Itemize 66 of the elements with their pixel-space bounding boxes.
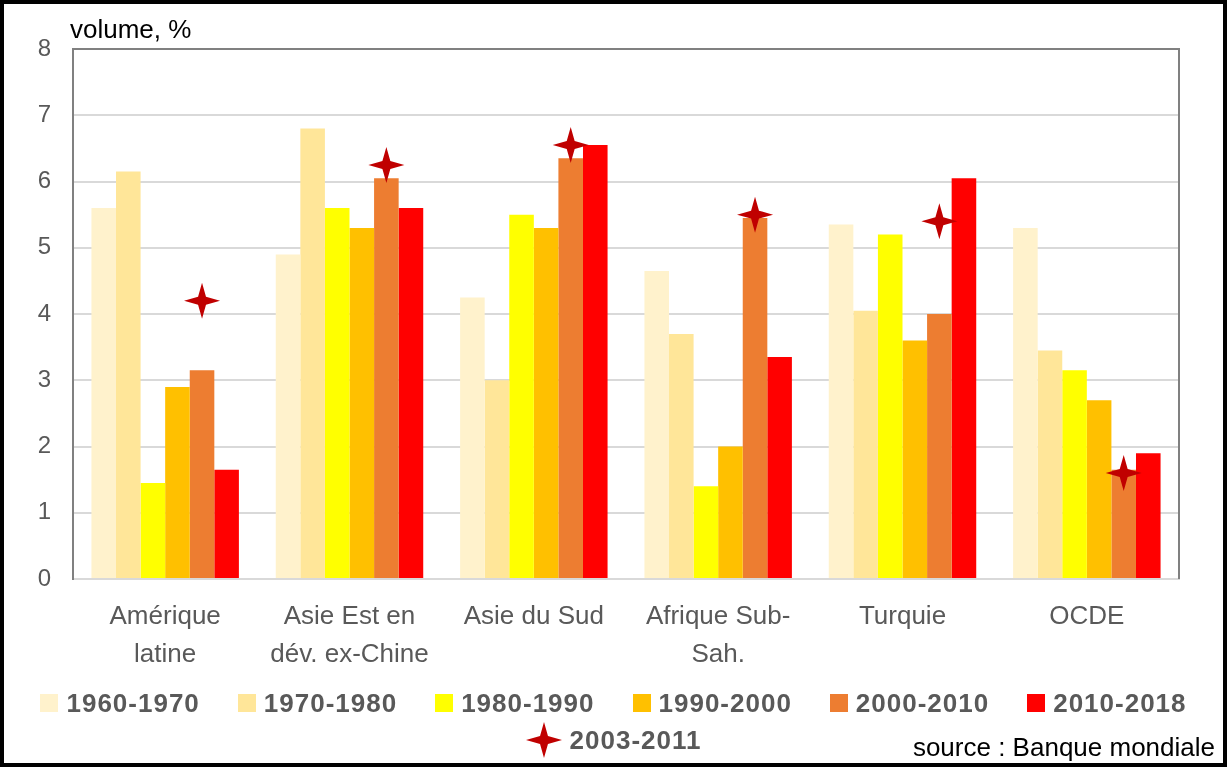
bar — [484, 380, 510, 578]
y-tick-label: 0 — [37, 563, 51, 591]
point — [1105, 455, 1142, 491]
point — [368, 146, 405, 183]
bar — [460, 297, 485, 578]
bar — [116, 171, 141, 578]
bar — [693, 486, 719, 578]
x-tick-label: Asie du Sud — [463, 600, 604, 631]
y-tick-label: 1 — [37, 497, 51, 525]
y-tick-label: 4 — [37, 298, 51, 326]
bar — [1111, 469, 1136, 578]
bar — [902, 340, 928, 578]
bar — [767, 357, 792, 578]
point — [552, 127, 589, 164]
bar — [1135, 453, 1161, 578]
bar — [1062, 370, 1087, 578]
source-note: source : Banque mondiale — [912, 731, 1215, 763]
bar — [300, 128, 325, 578]
bar — [669, 333, 694, 578]
legend-label: 1980-1990 — [461, 687, 595, 720]
bar — [374, 178, 399, 578]
bar — [582, 145, 608, 578]
legend-label: 1970-1980 — [263, 687, 398, 720]
legend-label: 2003-2011 — [569, 724, 702, 757]
x-tick-label: Amérique latine — [109, 600, 221, 669]
bar — [742, 217, 768, 578]
bar — [140, 482, 166, 578]
x-tick-label: Afrique Sub-Sah. — [645, 600, 791, 669]
bar — [951, 178, 977, 578]
legend-label: 1960-1970 — [66, 687, 200, 720]
y-tick-label: 5 — [37, 232, 51, 260]
bar — [398, 208, 424, 578]
bar — [533, 227, 559, 578]
bar — [1037, 350, 1063, 578]
y-tick-label: 2 — [37, 431, 51, 459]
bar — [349, 227, 375, 578]
point — [737, 196, 774, 233]
bar — [165, 386, 190, 578]
point — [184, 282, 221, 319]
bar — [644, 270, 670, 578]
bar — [828, 224, 854, 578]
x-tick-label: Asie Est en dév. ex-Chine — [270, 600, 429, 669]
bar — [214, 469, 239, 578]
legend-label: 2010-2018 — [1053, 687, 1187, 720]
x-tick-label: OCDE — [1049, 600, 1125, 631]
legend-label: 2000-2010 — [855, 687, 990, 720]
bar — [877, 234, 903, 578]
y-axis-title: volume, % — [70, 14, 192, 44]
bar — [324, 208, 350, 578]
y-tick-label: 6 — [37, 166, 51, 194]
bar — [718, 446, 743, 578]
y-tick-label: 7 — [37, 99, 51, 127]
y-tick-label: 3 — [37, 364, 51, 392]
bar — [509, 214, 534, 578]
legend-label: 1990-2000 — [658, 687, 792, 720]
x-tick-label: Turquie — [858, 600, 947, 631]
y-tick-label: 8 — [37, 33, 51, 61]
bar — [558, 158, 583, 578]
bar — [189, 370, 215, 578]
bar — [275, 254, 301, 578]
point — [921, 203, 958, 240]
bar — [1086, 400, 1112, 578]
bar — [91, 208, 117, 578]
bar — [1013, 227, 1038, 578]
bar — [853, 310, 878, 578]
bar — [927, 314, 952, 578]
